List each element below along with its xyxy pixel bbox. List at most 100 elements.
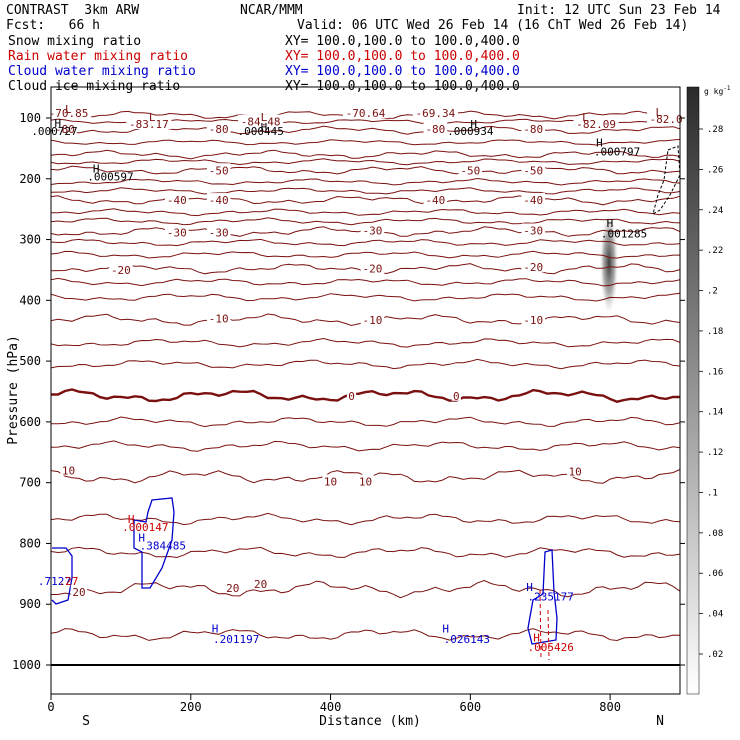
colorbar-tick-label: .18 bbox=[707, 327, 723, 337]
temperature-label: -70.85 bbox=[49, 107, 89, 120]
colorbar-tick-label: .04 bbox=[707, 610, 723, 620]
extremum-value-label: .235177 bbox=[528, 590, 574, 603]
temperature-label: -30 bbox=[363, 224, 383, 237]
x-tick-label: 800 bbox=[599, 700, 621, 714]
temperature-label: 20 bbox=[226, 582, 239, 595]
temperature-label: 0 bbox=[348, 390, 355, 403]
colorbar-tick-label: .22 bbox=[707, 246, 723, 256]
temperature-label-bg bbox=[165, 193, 189, 206]
extremum-label: L bbox=[582, 111, 589, 124]
x-axis-label: Distance (km) bbox=[319, 714, 421, 729]
extremum-label: L bbox=[65, 103, 72, 116]
colorbar-tick-label: .24 bbox=[707, 206, 723, 216]
isotherm-line bbox=[51, 208, 680, 217]
temperature-label-bg bbox=[647, 112, 686, 125]
colorbar-bar bbox=[686, 86, 700, 695]
temperature-label: -10 bbox=[523, 314, 543, 327]
temperature-label: 10 bbox=[569, 466, 582, 479]
isotherm-line bbox=[51, 628, 680, 642]
isotherm--50 bbox=[51, 165, 680, 175]
extremum-value-label: .005426 bbox=[528, 641, 574, 654]
extremum-label: H bbox=[596, 136, 603, 149]
isotherm-line bbox=[51, 292, 680, 302]
cloud-ice-shading bbox=[600, 213, 618, 313]
isotherm-line bbox=[51, 238, 680, 247]
extremum-label: H bbox=[138, 531, 145, 544]
temperature-label-bg bbox=[521, 121, 546, 134]
colorbar-tick-label: .16 bbox=[707, 367, 723, 377]
temperature-label-bg bbox=[346, 388, 357, 401]
y-tick-label: 1000 bbox=[12, 658, 41, 672]
plot-area bbox=[51, 110, 680, 666]
temperature-label-bg bbox=[573, 117, 619, 130]
temperature-label-bg bbox=[206, 311, 231, 324]
temperature-label-bg bbox=[566, 464, 584, 477]
extremum-value-label: .001285 bbox=[601, 227, 647, 240]
extremum-value-label: .000797 bbox=[594, 145, 640, 158]
isotherm-lines bbox=[51, 110, 680, 642]
isotherm-line bbox=[51, 138, 680, 146]
isotherm--60 bbox=[51, 149, 680, 160]
isotherm-line bbox=[51, 250, 680, 259]
temperature-label-bg bbox=[521, 312, 546, 325]
temperature-label: -80 bbox=[55, 123, 75, 136]
temperature-label-bg bbox=[360, 223, 385, 236]
extremum-value-label: .201197 bbox=[213, 633, 259, 646]
extremum-label: L bbox=[149, 111, 156, 124]
temperature-label-bg bbox=[521, 223, 546, 236]
legend-snow-xy: XY= 100.0,100.0 to 100.0,400.0 bbox=[285, 34, 520, 49]
extremum-value-label: .026143 bbox=[444, 633, 490, 646]
colorbar-tick-label: .02 bbox=[707, 650, 723, 660]
temperature-label-bg bbox=[238, 114, 284, 127]
legend-rain-xy: XY= 100.0,100.0 to 100.0,400.0 bbox=[285, 49, 520, 64]
y-tick-label: 200 bbox=[19, 172, 41, 186]
temperature-label: -69.34 bbox=[416, 107, 456, 120]
temperature-label-bg bbox=[252, 577, 269, 590]
x-tick-label: 400 bbox=[320, 700, 342, 714]
x-axis: 0 200 400 600 800 bbox=[47, 694, 621, 714]
y-tick-label: 400 bbox=[19, 293, 41, 307]
temperature-label-bg bbox=[126, 117, 172, 130]
temperature-label-bg bbox=[342, 106, 389, 119]
isotherm-line bbox=[51, 416, 680, 428]
colorbar-tick-label: .12 bbox=[707, 448, 723, 458]
x-tick-label: 200 bbox=[180, 700, 202, 714]
plot-frame bbox=[50, 86, 681, 695]
extremum-label: H bbox=[607, 217, 614, 230]
forecast-hour: Fcst: 66 h bbox=[6, 18, 100, 33]
temperature-label: 20 bbox=[254, 578, 267, 591]
temperature-label-bg bbox=[206, 193, 231, 206]
y-tick-label: 300 bbox=[19, 233, 41, 247]
cloud-water-contour-right bbox=[527, 549, 558, 645]
temperature-label: -50 bbox=[523, 164, 543, 177]
temperature-label-bg bbox=[458, 163, 483, 176]
temperature-label-bg bbox=[360, 261, 385, 274]
isotherm--40 bbox=[51, 195, 680, 206]
temperature-label-bg bbox=[206, 225, 231, 238]
temperature-label: -82.09 bbox=[576, 118, 616, 131]
temperature-label: -30 bbox=[523, 224, 543, 237]
temperature-label: -80 bbox=[523, 123, 543, 136]
temperature-label-bg bbox=[53, 121, 77, 134]
colorbar-tick-label: .2 bbox=[707, 287, 718, 297]
extremum-value-label: .000445 bbox=[237, 125, 283, 138]
extremum-label: H bbox=[533, 632, 540, 645]
extremum-value-label: .7127 bbox=[38, 575, 71, 588]
extremum-value-label: .384485 bbox=[140, 539, 186, 552]
isotherm-20 bbox=[51, 579, 680, 599]
extremum-label: H bbox=[442, 623, 449, 636]
extremum-label: H bbox=[526, 581, 533, 594]
colorbar-tick-label: .28 bbox=[707, 125, 723, 135]
temperature-label-bg bbox=[521, 163, 546, 176]
isotherm-line bbox=[51, 512, 680, 526]
south-label: S bbox=[82, 714, 90, 729]
temperature-label-bg bbox=[165, 225, 189, 238]
temperature-label-bg bbox=[109, 262, 133, 275]
cloud-water-contours bbox=[51, 145, 680, 661]
contour-labels: -70.85 -83.17 -84.48 -70.64 -69.34 -82.09 -82.… bbox=[31, 103, 686, 654]
temperature-label: 10 bbox=[62, 465, 75, 478]
legend-cloud-water-name: Cloud water mixing ratio bbox=[8, 64, 196, 79]
isotherm-line bbox=[51, 177, 680, 186]
colorbar-tick-label: .08 bbox=[707, 529, 723, 539]
